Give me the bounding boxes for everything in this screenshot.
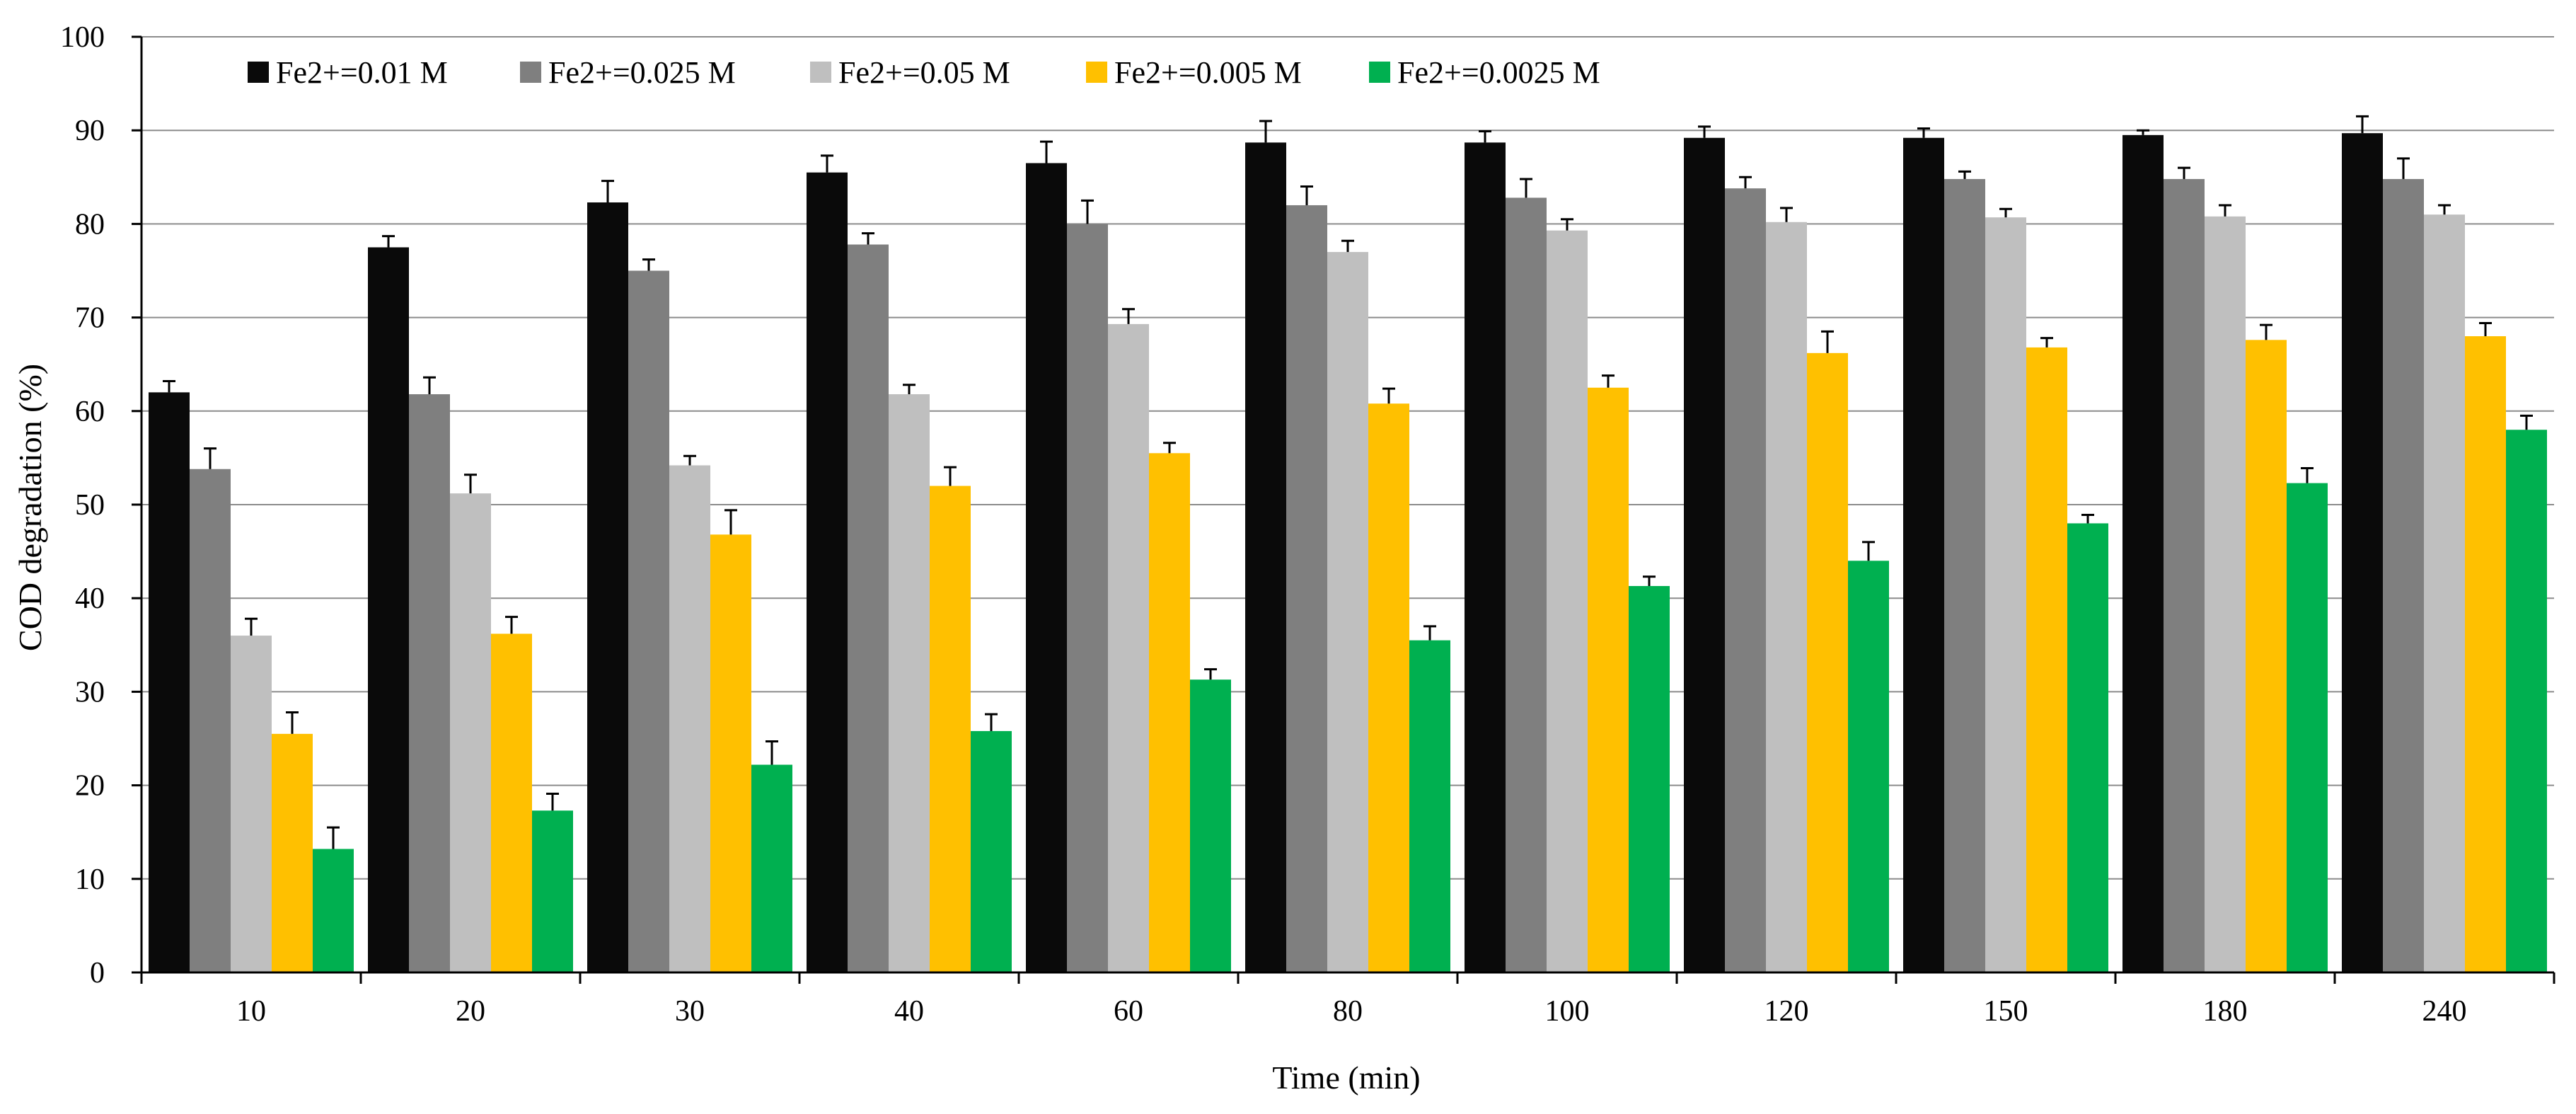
y-axis-title: COD degradation (%) [12, 364, 48, 651]
y-tick-label: 50 [75, 489, 105, 522]
y-tick-label: 70 [75, 302, 105, 335]
bar [491, 633, 532, 972]
bar [669, 465, 710, 972]
legend-label: Fe2+=0.05 M [838, 55, 1010, 90]
bar [368, 247, 409, 973]
bar [587, 202, 628, 972]
bars [149, 133, 2547, 973]
bar [450, 493, 491, 972]
bar [930, 486, 971, 972]
legend-swatch [248, 62, 269, 83]
bar [1903, 137, 1944, 972]
bar [2506, 430, 2547, 972]
x-tick-label: 20 [456, 995, 485, 1028]
bar [2342, 133, 2383, 972]
y-tick-label: 90 [75, 115, 105, 147]
bar [2465, 336, 2506, 972]
bar [2424, 214, 2465, 973]
bar [1588, 387, 1629, 972]
bar [1684, 137, 1725, 972]
y-tick-label: 40 [75, 582, 105, 615]
x-tick-label: 10 [236, 995, 266, 1028]
bar [409, 394, 450, 972]
bar [1766, 222, 1807, 973]
bar [1368, 403, 1409, 972]
bar [1547, 230, 1588, 972]
x-tick-label: 40 [894, 995, 924, 1028]
bar [1465, 142, 1506, 973]
bar [2026, 347, 2067, 972]
legend: Fe2+=0.01 M Fe2+=0.025 M Fe2+=0.05 M Fe2+=0… [248, 55, 1600, 90]
bar [272, 733, 313, 972]
legend-label: Fe2+=0.025 M [548, 55, 736, 90]
bar [1725, 188, 1766, 972]
bar [848, 244, 889, 972]
bar [710, 534, 751, 972]
bar [751, 764, 792, 972]
bar [2246, 340, 2287, 972]
x-tick-label: 150 [1984, 995, 2028, 1028]
legend-label: Fe2+=0.0025 M [1397, 55, 1600, 90]
y-tick-label: 0 [90, 957, 105, 989]
bar [807, 172, 848, 973]
x-tick-labels: 10 20 30 40 60 80 100 120 150 180 240 [236, 995, 2467, 1028]
x-tick-label: 100 [1545, 995, 1590, 1028]
legend-swatch [810, 62, 831, 83]
bar [1848, 561, 1889, 972]
bar [1807, 352, 1848, 972]
bar [190, 469, 231, 972]
bar [1409, 640, 1450, 972]
y-tick-label: 80 [75, 208, 105, 241]
bar [2287, 483, 2328, 972]
bar [313, 849, 354, 972]
bar [149, 392, 190, 972]
x-tick-label: 60 [1114, 995, 1143, 1028]
legend-swatch [1369, 62, 1390, 83]
y-tick-label: 20 [75, 770, 105, 803]
bar [1108, 323, 1149, 972]
legend-label: Fe2+=0.01 M [276, 55, 448, 90]
bar [1190, 679, 1231, 972]
legend-swatch [520, 62, 541, 83]
bar [1026, 163, 1067, 973]
y-tick-label: 30 [75, 676, 105, 708]
bar [628, 270, 669, 972]
y-tick-label: 10 [75, 863, 105, 896]
y-tick-label: 60 [75, 396, 105, 428]
bar [1245, 142, 1286, 973]
error-bars [163, 115, 2533, 849]
bar [1944, 178, 1985, 973]
legend-label: Fe2+=0.005 M [1114, 55, 1302, 90]
legend-swatch [1086, 62, 1107, 83]
bar [1327, 252, 1368, 972]
x-tick-label: 180 [2203, 995, 2248, 1028]
bar [1506, 197, 1547, 972]
bar [1629, 586, 1670, 972]
y-tick-label: 100 [60, 21, 105, 54]
bar [2383, 178, 2424, 973]
x-tick-label: 80 [1333, 995, 1363, 1028]
bar [2164, 178, 2205, 973]
bar [1985, 217, 2026, 972]
bar [2122, 134, 2164, 972]
bar [2067, 523, 2108, 972]
bar [231, 636, 272, 972]
x-tick-label: 120 [1764, 995, 1809, 1028]
bar [1286, 205, 1327, 973]
bar [889, 394, 930, 972]
bar [2205, 216, 2246, 973]
bar [1067, 224, 1108, 972]
bar [532, 810, 573, 972]
y-tick-labels: 0 10 20 30 40 50 60 70 80 90 100 [60, 21, 105, 989]
bar [971, 730, 1012, 972]
x-tick-label: 30 [675, 995, 705, 1028]
x-tick-label: 240 [2422, 995, 2467, 1028]
axes [132, 35, 2555, 984]
x-axis-title: Time (min) [1272, 1060, 1420, 1096]
bar [1149, 453, 1190, 972]
